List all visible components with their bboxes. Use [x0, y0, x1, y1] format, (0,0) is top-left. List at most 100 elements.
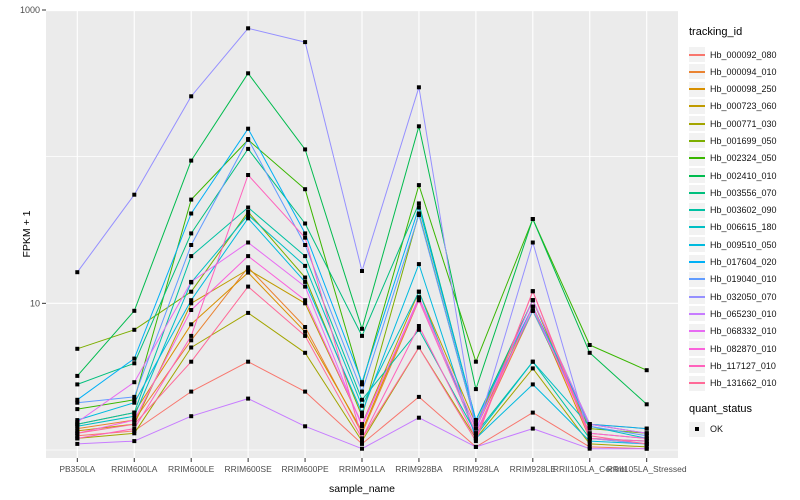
- x-tick-label: RRIM928BA: [395, 464, 443, 474]
- data-point: [303, 263, 308, 268]
- legend-key-line: [689, 157, 705, 160]
- legend-key-line: [689, 243, 705, 246]
- data-point: [303, 350, 308, 355]
- data-point: [530, 289, 535, 294]
- legend-item-label: Hb_000094_010: [710, 66, 777, 77]
- data-point: [75, 428, 80, 433]
- data-point: [132, 439, 137, 444]
- data-point: [189, 243, 194, 247]
- data-point: [416, 324, 421, 328]
- legend-key-line: [689, 382, 705, 385]
- data-point: [132, 422, 137, 427]
- data-point: [303, 284, 308, 289]
- data-point: [246, 137, 251, 141]
- legend-key: [689, 64, 705, 80]
- data-point: [189, 289, 194, 294]
- data-point: [75, 400, 80, 405]
- data-point: [587, 433, 592, 438]
- data-point: [132, 397, 137, 402]
- legend-items: Hb_000092_080 Hb_000094_010 Hb_000098_250 H…: [689, 47, 799, 391]
- data-point: [246, 205, 251, 210]
- data-point: [416, 183, 421, 188]
- data-point: [587, 350, 592, 355]
- data-point: [530, 298, 535, 303]
- data-point: [303, 221, 308, 226]
- legend-item-label: Hb_003556_070: [710, 187, 777, 198]
- x-tick-label: RRIM901LA: [339, 464, 386, 474]
- legend-key-line: [689, 191, 705, 194]
- data-point: [246, 310, 251, 315]
- data-point: [360, 414, 364, 419]
- data-point: [246, 126, 251, 131]
- legend-key-line: [689, 295, 705, 298]
- data-point: [644, 441, 649, 446]
- legend-key: [689, 271, 705, 287]
- x-tick-label: RRIM928LA: [453, 464, 500, 474]
- data-point: [416, 85, 421, 90]
- legend-item: Hb_002410_010: [689, 168, 799, 184]
- legend-item-label: Hb_000723_060: [710, 101, 777, 112]
- legend-item: Hb_003556_070: [689, 185, 799, 201]
- legend-item-label: Hb_003602_090: [710, 205, 777, 216]
- legend-key: [689, 219, 705, 235]
- data-point: [75, 407, 80, 412]
- legend-item-label: Hb_002410_010: [710, 170, 777, 181]
- legend-key-line: [689, 347, 705, 350]
- data-point: [416, 394, 421, 399]
- data-point: [360, 333, 364, 338]
- data-point: [189, 298, 194, 303]
- legend-key: [689, 421, 705, 437]
- x-tick-label: RRIM600SE: [225, 464, 273, 474]
- legend-item: Hb_019040_010: [689, 271, 799, 287]
- data-point: [303, 389, 308, 394]
- data-point: [360, 397, 364, 402]
- legend-key: [689, 81, 705, 97]
- data-point: [246, 213, 251, 217]
- data-point: [189, 301, 194, 306]
- data-point: [75, 346, 80, 351]
- data-point: [587, 431, 592, 436]
- data-point: [473, 433, 478, 438]
- legend-item-label: OK: [710, 424, 724, 435]
- data-point: [303, 301, 308, 306]
- data-point: [75, 436, 80, 441]
- data-point: [587, 426, 592, 431]
- data-point: [189, 231, 194, 236]
- legend-key-line: [689, 105, 705, 108]
- y-axis-title: FPKM + 1: [21, 210, 33, 257]
- data-point: [246, 26, 251, 31]
- data-point: [473, 426, 478, 431]
- legend-item: Hb_082870_010: [689, 341, 799, 357]
- data-point: [360, 380, 364, 385]
- legend-key-line: [689, 122, 705, 125]
- legend-key-line: [689, 278, 705, 281]
- data-point: [530, 217, 535, 221]
- legend-key: [689, 116, 705, 132]
- legend-key: [689, 185, 705, 201]
- legend-key-line: [689, 330, 705, 333]
- legend-item: Hb_001699_050: [689, 133, 799, 149]
- data-point: [416, 345, 421, 350]
- legend-item: Hb_009510_050: [689, 237, 799, 253]
- data-point: [246, 396, 251, 401]
- data-point: [303, 243, 308, 247]
- legend-item: Hb_000723_060: [689, 98, 799, 114]
- data-point: [132, 410, 137, 415]
- data-point: [132, 361, 137, 366]
- data-point: [246, 359, 251, 364]
- legend-key: [689, 289, 705, 305]
- data-point: [360, 431, 364, 436]
- data-point: [303, 329, 308, 334]
- legend-key: [689, 133, 705, 149]
- data-point: [303, 275, 308, 280]
- data-point: [189, 333, 194, 338]
- data-point: [416, 124, 421, 129]
- legend-item: Hb_000771_030: [689, 116, 799, 132]
- legend-key-line: [689, 312, 705, 315]
- data-point: [132, 327, 137, 332]
- legend-key: [689, 306, 705, 322]
- data-point: [530, 382, 535, 387]
- data-point: [132, 308, 137, 313]
- data-point: [75, 424, 80, 429]
